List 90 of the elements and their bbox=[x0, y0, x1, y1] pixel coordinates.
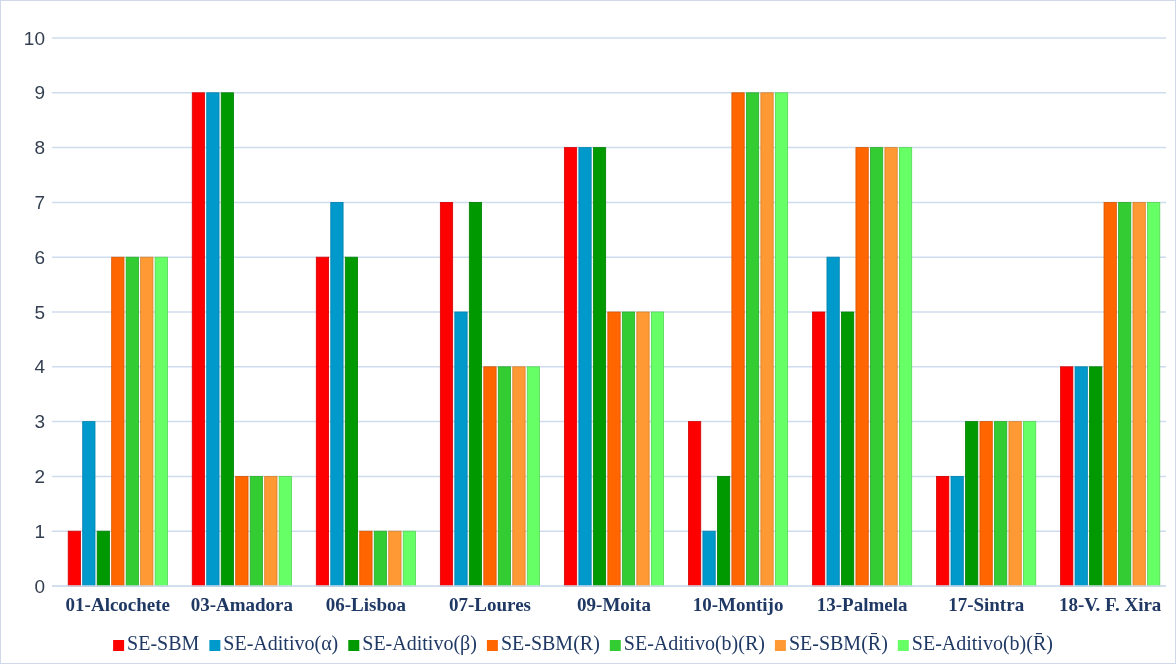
bar bbox=[898, 147, 913, 587]
bar bbox=[774, 92, 789, 587]
x-tick-label: 03-Amadora bbox=[190, 594, 294, 616]
bar bbox=[249, 476, 263, 587]
bar bbox=[278, 476, 292, 587]
bar bbox=[760, 92, 774, 587]
x-tick-label: 10-Montijo bbox=[692, 594, 784, 616]
bar bbox=[140, 256, 154, 587]
bar bbox=[636, 311, 650, 587]
x-tick-label: 17-Sintra bbox=[948, 594, 1025, 616]
bar bbox=[855, 147, 869, 587]
x-tick-label: 06-Lisboa bbox=[325, 594, 407, 616]
y-tick-label: 2 bbox=[34, 465, 45, 487]
y-tick-label: 7 bbox=[34, 191, 45, 213]
bar bbox=[979, 421, 993, 587]
bar bbox=[96, 530, 110, 587]
bar bbox=[1132, 202, 1146, 587]
bar bbox=[1008, 421, 1022, 587]
bar bbox=[67, 530, 81, 587]
x-tick-label: 01-Alcochete bbox=[65, 594, 171, 616]
bar bbox=[1118, 202, 1132, 587]
legend-label: SE-Aditivo(α) bbox=[223, 632, 339, 655]
x-tick-label: 07-Loures bbox=[448, 594, 531, 616]
bar bbox=[468, 202, 483, 587]
bar bbox=[330, 202, 344, 587]
y-tick-label: 6 bbox=[34, 246, 45, 268]
bar bbox=[1103, 202, 1117, 587]
bar bbox=[439, 202, 454, 587]
legend-label: SE-Aditivo(β) bbox=[362, 632, 477, 655]
bar bbox=[512, 366, 526, 587]
bar bbox=[1089, 366, 1103, 587]
y-tick-label: 4 bbox=[34, 356, 46, 378]
bar bbox=[402, 530, 416, 587]
bar bbox=[1147, 202, 1161, 587]
legend-label: SE-Aditivo(b)(R̄) bbox=[911, 632, 1053, 655]
y-tick-label: 10 bbox=[23, 27, 45, 49]
bar bbox=[1074, 366, 1088, 587]
bar bbox=[578, 147, 592, 587]
bar bbox=[621, 311, 636, 587]
y-tick-label: 3 bbox=[34, 411, 45, 433]
bar bbox=[592, 147, 607, 587]
bar bbox=[702, 530, 716, 587]
bar bbox=[884, 147, 898, 587]
bar bbox=[220, 92, 234, 587]
bar bbox=[745, 92, 760, 587]
x-tick-label: 13-Palmela bbox=[816, 594, 908, 616]
bar bbox=[936, 476, 950, 587]
bar bbox=[206, 92, 220, 587]
bar bbox=[717, 476, 731, 587]
bar bbox=[563, 147, 578, 587]
bar bbox=[344, 256, 358, 587]
bar bbox=[650, 311, 665, 587]
x-tick-label: 18-V. F. Xira bbox=[1058, 594, 1162, 616]
bar bbox=[497, 366, 511, 587]
bar bbox=[731, 92, 745, 587]
bar bbox=[235, 476, 249, 587]
bar bbox=[994, 421, 1008, 587]
bar bbox=[388, 530, 402, 587]
bar bbox=[826, 256, 840, 587]
bar bbox=[191, 92, 205, 587]
bar bbox=[154, 256, 168, 587]
y-tick-label: 8 bbox=[34, 137, 45, 159]
bar bbox=[526, 366, 540, 587]
bar bbox=[82, 421, 96, 587]
y-tick-label: 5 bbox=[34, 301, 45, 323]
legend-label: SE-SBM bbox=[127, 632, 200, 654]
bar bbox=[125, 256, 139, 587]
bar bbox=[373, 530, 387, 587]
y-tick-label: 1 bbox=[34, 520, 45, 542]
bar bbox=[315, 256, 330, 587]
x-tick-label: 09-Moita bbox=[577, 594, 652, 616]
y-tick-label: 9 bbox=[34, 82, 45, 104]
y-tick-label: 0 bbox=[34, 575, 45, 597]
bar bbox=[950, 476, 964, 587]
bar bbox=[454, 311, 468, 587]
bar bbox=[111, 256, 125, 587]
legend-label: SE-Aditivo(b)(R) bbox=[623, 632, 765, 655]
bar bbox=[688, 421, 702, 587]
bar bbox=[1023, 421, 1037, 587]
bar bbox=[483, 366, 497, 587]
bar bbox=[812, 311, 826, 587]
bar bbox=[870, 147, 884, 587]
legend-label: SE-SBM(R̄) bbox=[788, 632, 888, 655]
bar bbox=[264, 476, 278, 587]
legend-label: SE-SBM(R) bbox=[500, 632, 600, 655]
bar bbox=[965, 421, 979, 587]
bar bbox=[1060, 366, 1074, 587]
bar bbox=[841, 311, 855, 587]
bar bbox=[359, 530, 373, 587]
bar bbox=[607, 311, 621, 587]
